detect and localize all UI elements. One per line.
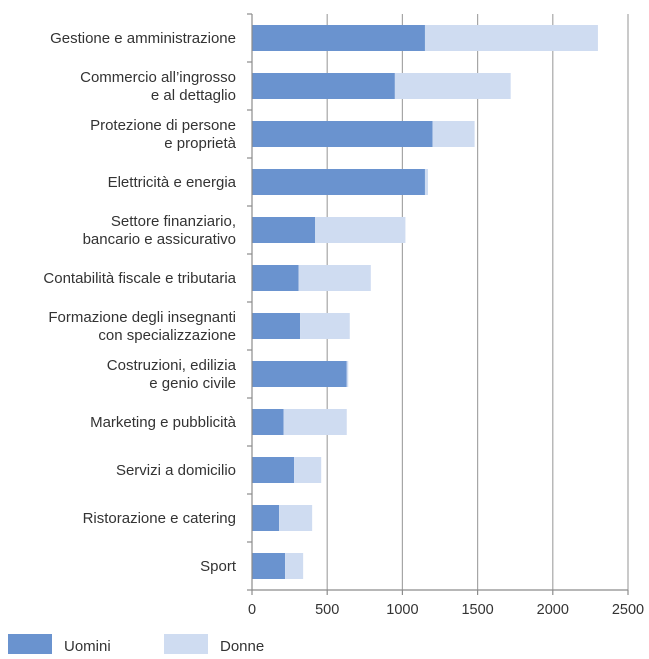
category-label: Sport xyxy=(200,558,237,575)
category-label: Contabilità fiscale e tributaria xyxy=(43,270,236,287)
category-label: Ristorazione e catering xyxy=(83,510,236,527)
bar-donne xyxy=(283,409,347,435)
gridlines xyxy=(326,14,629,590)
legend-label: Uomini xyxy=(64,638,111,654)
bar-donne xyxy=(285,553,304,579)
x-tick-label: 0 xyxy=(248,602,256,618)
bar-donne xyxy=(298,265,371,291)
bar-donne xyxy=(315,217,406,243)
legend: Uomini Donne xyxy=(8,634,264,655)
category-label: Servizi a domicilio xyxy=(116,462,236,479)
axes xyxy=(247,13,629,595)
bars xyxy=(252,25,598,579)
bar-uomini xyxy=(252,553,286,579)
bar-uomini xyxy=(252,361,347,387)
legend-label: Donne xyxy=(220,638,264,654)
category-label: Formazione degli insegnanti con specializ… xyxy=(48,309,236,344)
x-tick-label: 500 xyxy=(315,602,339,618)
category-label: Settore finanziario, bancario e assicurat… xyxy=(83,213,236,248)
bar-uomini xyxy=(252,505,280,531)
x-tick-labels: 0 500 1000 1500 2000 2500 xyxy=(248,602,644,618)
category-label: Costruzioni, edilizia e genio civile xyxy=(107,357,237,392)
bar-donne xyxy=(279,505,313,531)
bar-uomini xyxy=(252,217,316,243)
legend-swatch xyxy=(164,634,208,654)
category-label: Protezione di persone e proprietà xyxy=(90,117,237,152)
category-label: Commercio all’ingrosso e al dettaglio xyxy=(80,69,236,104)
bar-donne xyxy=(424,25,598,51)
category-label: Gestione e amministrazione xyxy=(50,30,236,47)
bar-uomini xyxy=(252,73,395,99)
bar-uomini xyxy=(252,409,284,435)
x-tick-label: 2000 xyxy=(537,602,569,618)
category-labels: Gestione e amministrazione Commercio all’… xyxy=(43,30,236,575)
bar-donne xyxy=(294,457,322,483)
bar-donne xyxy=(432,121,475,147)
category-label: Marketing e pubblicità xyxy=(90,414,237,431)
bar-donne xyxy=(394,73,511,99)
bar-uomini xyxy=(252,121,433,147)
bar-uomini xyxy=(252,457,295,483)
bar-donne xyxy=(424,169,428,195)
bar-uomini xyxy=(252,169,425,195)
x-tick-label: 1500 xyxy=(461,602,493,618)
bar-uomini xyxy=(252,313,301,339)
legend-swatch xyxy=(8,634,52,654)
category-label: Elettricità e energia xyxy=(108,174,237,191)
x-tick-label: 1000 xyxy=(386,602,418,618)
bar-donne xyxy=(346,361,349,387)
bar-uomini xyxy=(252,265,299,291)
bar-uomini xyxy=(252,25,425,51)
x-tick-label: 2500 xyxy=(612,602,644,618)
bar-donne xyxy=(300,313,350,339)
